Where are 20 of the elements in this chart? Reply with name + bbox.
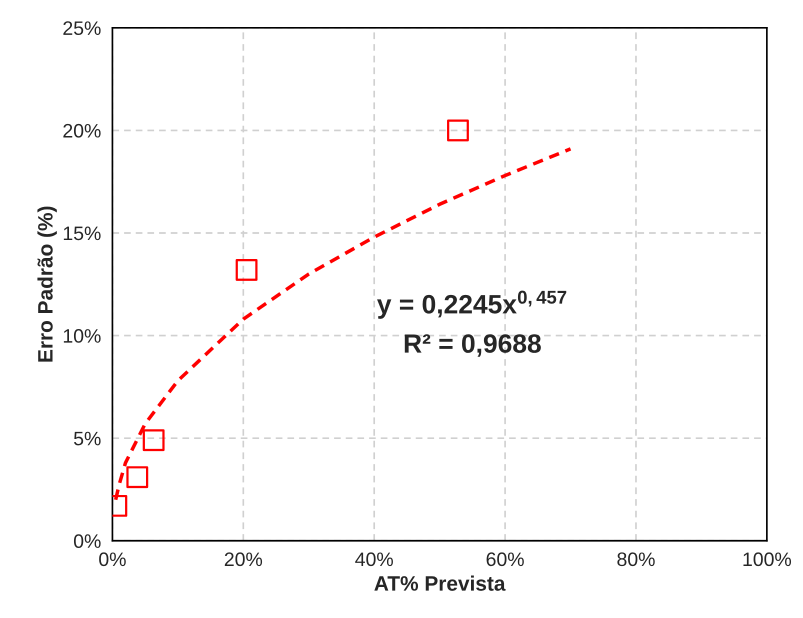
y-tick-label: 0% (74, 534, 101, 548)
point (126, 466, 148, 488)
point (142, 429, 165, 452)
x-tick-label: 80% (617, 552, 655, 566)
x-tick-label: 0% (99, 552, 126, 566)
y-tick-label: 25% (63, 21, 101, 36)
y-tick-label: 5% (74, 432, 101, 446)
y-tick-label: 15% (64, 226, 101, 240)
y-tick-label: 20% (63, 124, 101, 138)
x-tick-label: 20% (224, 552, 262, 566)
annotation: y = 0,2245x$^{0,457}$ (377, 290, 566, 319)
x-tick-label: 60% (486, 552, 524, 566)
y-axis-title: Erro Padrão (%) (37, 206, 57, 362)
x-axis-title: AT% Prevista (374, 576, 506, 591)
point (236, 258, 258, 281)
x-tick-label: 100% (743, 552, 792, 566)
x-tick-label: 40% (355, 552, 393, 566)
annotation: R² = 0,9688 (404, 334, 541, 357)
point (447, 119, 469, 142)
y-tick-label: 10% (64, 329, 101, 343)
